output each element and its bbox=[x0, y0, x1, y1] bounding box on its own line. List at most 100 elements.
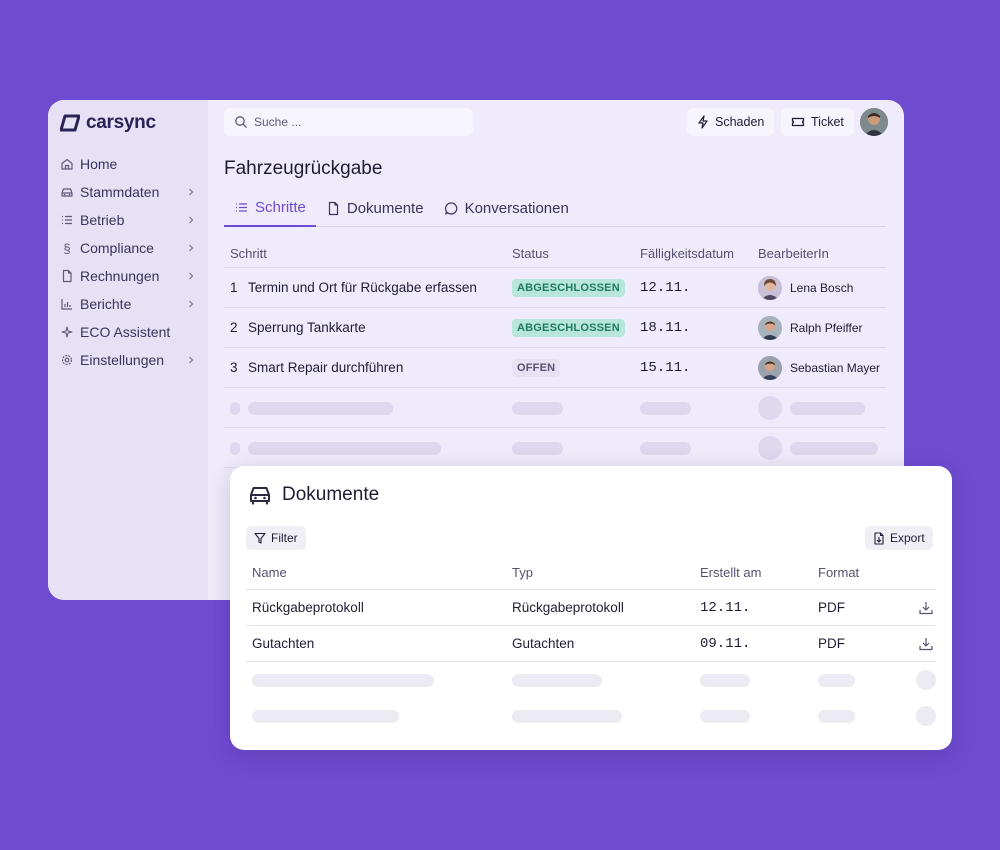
gear-icon bbox=[61, 354, 73, 366]
sidebar-item-stammdaten[interactable]: Stammdaten bbox=[60, 178, 196, 206]
tab-schritte[interactable]: Schritte bbox=[224, 190, 316, 227]
app-window: carsync Home Stammdaten Betrieb § Compli… bbox=[48, 100, 904, 600]
download-button[interactable] bbox=[918, 626, 934, 661]
assignee-name: Ralph Pfeiffer bbox=[790, 320, 863, 335]
step-title: Smart Repair durchführen bbox=[248, 360, 404, 375]
sidebar-item-rechnungen[interactable]: Rechnungen bbox=[60, 262, 196, 290]
skeleton-bar bbox=[790, 402, 865, 415]
due-date: 12.11. bbox=[640, 279, 691, 296]
card-title: Dokumente bbox=[282, 484, 380, 505]
avatar bbox=[758, 275, 782, 300]
sidebar-item-home[interactable]: Home bbox=[60, 150, 196, 178]
export-button[interactable]: Export bbox=[865, 526, 933, 550]
header-name: Name bbox=[252, 565, 287, 580]
list-icon bbox=[62, 215, 72, 225]
skeleton-bar bbox=[512, 402, 563, 415]
skeleton-row bbox=[224, 428, 886, 468]
file-icon bbox=[62, 269, 72, 283]
document-type: Gutachten bbox=[512, 636, 575, 651]
search-placeholder: Suche ... bbox=[254, 115, 302, 129]
skeleton-bar bbox=[790, 442, 878, 455]
table-row[interactable]: Gutachten Gutachten 09.11. PDF bbox=[246, 626, 936, 662]
skeleton-bar bbox=[700, 674, 750, 687]
search-input[interactable]: Suche ... bbox=[224, 108, 473, 136]
assignee-name: Lena Bosch bbox=[790, 280, 854, 295]
ticket-button[interactable]: Ticket bbox=[781, 108, 854, 136]
skeleton-bar bbox=[818, 710, 855, 723]
skeleton-icon bbox=[916, 706, 936, 726]
card-header: Dokumente bbox=[248, 484, 379, 506]
sidebar-item-eco-assistent[interactable]: ECO Assistent bbox=[60, 318, 196, 346]
damage-button[interactable]: Schaden bbox=[687, 108, 775, 136]
damage-label: Schaden bbox=[715, 115, 765, 129]
tab-konversationen[interactable]: Konversationen bbox=[434, 190, 579, 226]
table-row[interactable]: 3 Smart Repair durchführen OFFEN 15.11. … bbox=[224, 348, 886, 388]
logo-text: carsync bbox=[86, 112, 156, 133]
table-header: Name Typ Erstellt am Format bbox=[246, 556, 936, 590]
skeleton-bar bbox=[248, 442, 441, 455]
table-row[interactable]: 1 Termin und Ort für Rückgabe erfassen A… bbox=[224, 268, 886, 308]
due-date: 18.11. bbox=[640, 319, 691, 336]
car-icon bbox=[61, 188, 73, 197]
steps-table: Schritt Status Fälligkeitsdatum Bearbeit… bbox=[224, 240, 886, 468]
chevron-right-icon bbox=[189, 244, 194, 252]
assignee-name: Sebastian Mayer bbox=[790, 360, 881, 375]
document-format: PDF bbox=[818, 600, 845, 615]
documents-table: Name Typ Erstellt am Format Rückgabeprot… bbox=[246, 556, 936, 734]
chevron-right-icon bbox=[189, 216, 194, 224]
chat-icon bbox=[444, 201, 457, 215]
logo[interactable]: carsync bbox=[60, 112, 156, 134]
sidebar-item-einstellungen[interactable]: Einstellungen bbox=[60, 346, 196, 374]
file-icon bbox=[328, 201, 338, 215]
skeleton-bar bbox=[230, 402, 240, 415]
document-type: Rückgabeprotokoll bbox=[512, 600, 624, 615]
skeleton-bar bbox=[818, 674, 855, 687]
skeleton-row bbox=[246, 662, 936, 698]
skeleton-row bbox=[224, 388, 886, 428]
step-number: 3 bbox=[230, 360, 238, 375]
logo-icon bbox=[60, 114, 80, 132]
home-icon bbox=[61, 158, 73, 170]
file-export-icon bbox=[874, 531, 884, 545]
header-assignee: BearbeiterIn bbox=[758, 246, 829, 261]
header-status: Status bbox=[512, 246, 549, 261]
tab-bar: Schritte Dokumente Konversationen bbox=[224, 190, 886, 227]
lightning-icon bbox=[698, 115, 708, 129]
document-name: Rückgabeprotokoll bbox=[252, 600, 364, 615]
avatar bbox=[758, 315, 782, 340]
sidebar: carsync Home Stammdaten Betrieb § Compli… bbox=[48, 100, 208, 600]
document-created: 12.11. bbox=[700, 599, 751, 616]
skeleton-icon bbox=[916, 670, 936, 690]
skeleton-bar bbox=[230, 442, 240, 455]
tab-dokumente[interactable]: Dokumente bbox=[316, 190, 434, 226]
skeleton-bar bbox=[700, 710, 750, 723]
sidebar-item-label: Berichte bbox=[80, 296, 132, 312]
sidebar-item-compliance[interactable]: § Compliance bbox=[60, 234, 196, 262]
skeleton-bar bbox=[512, 674, 602, 687]
ticket-label: Ticket bbox=[811, 115, 844, 129]
skeleton-bar bbox=[248, 402, 393, 415]
tab-label: Dokumente bbox=[346, 199, 424, 217]
bar-chart-icon bbox=[61, 299, 72, 310]
download-button[interactable] bbox=[918, 590, 934, 625]
sidebar-item-label: Home bbox=[80, 156, 118, 172]
topbar: Suche ... Schaden Ticket bbox=[208, 100, 904, 144]
user-avatar[interactable] bbox=[860, 108, 888, 136]
download-icon bbox=[919, 601, 933, 614]
table-row[interactable]: Rückgabeprotokoll Rückgabeprotokoll 12.1… bbox=[246, 590, 936, 626]
sidebar-item-label: Einstellungen bbox=[80, 352, 165, 368]
header-format: Format bbox=[818, 565, 860, 580]
document-format: PDF bbox=[818, 636, 845, 651]
filter-button[interactable]: Filter bbox=[246, 526, 306, 550]
step-title: Termin und Ort für Rückgabe erfassen bbox=[248, 280, 477, 295]
step-title: Sperrung Tankkarte bbox=[248, 320, 366, 335]
sidebar-item-betrieb[interactable]: Betrieb bbox=[60, 206, 196, 234]
sidebar-item-berichte[interactable]: Berichte bbox=[60, 290, 196, 318]
document-created: 09.11. bbox=[700, 635, 751, 652]
sidebar-item-label: Stammdaten bbox=[80, 184, 160, 200]
chevron-right-icon bbox=[189, 272, 194, 280]
skeleton-bar bbox=[252, 674, 434, 687]
table-row[interactable]: 2 Sperrung Tankkarte ABGESCHLOSSEN 18.11… bbox=[224, 308, 886, 348]
page-title: Fahrzeugrückgabe bbox=[224, 158, 383, 179]
chevron-right-icon bbox=[189, 300, 194, 308]
